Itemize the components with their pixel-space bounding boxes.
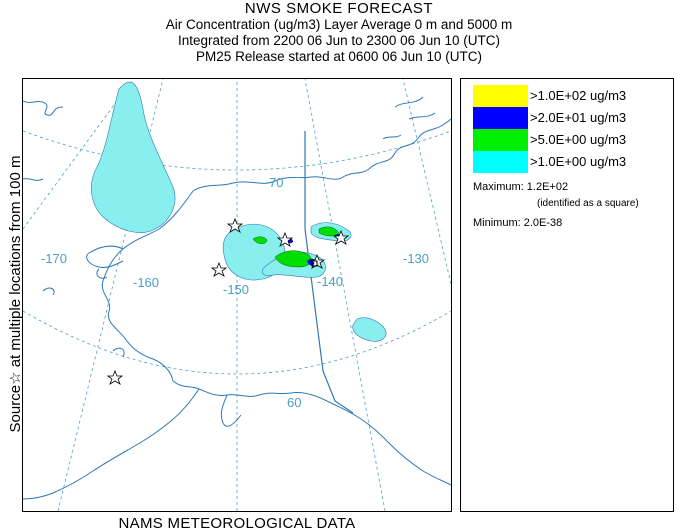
plume-green-3 — [318, 226, 340, 237]
legend-item: >5.0E+00 ug/m3 — [473, 129, 673, 151]
lon-label-170: -170 — [41, 251, 67, 266]
concentration-subtitle: Air Concentration (ug/m3) Layer Average … — [165, 17, 513, 32]
plume-green-2 — [252, 236, 268, 244]
legend-swatch — [473, 151, 528, 173]
legend-label: >5.0E+00 ug/m3 — [530, 132, 627, 147]
lat-label-70: 70 — [269, 175, 283, 190]
lon-label-150: -150 — [223, 282, 249, 297]
maximum-value: Maximum: 1.2E+02 — [473, 181, 569, 193]
source-marker-1 — [226, 217, 244, 233]
source-marker-2 — [210, 261, 228, 277]
legend-item: >1.0E+02 ug/m3 — [473, 85, 673, 107]
longitude-line-160 — [57, 79, 164, 511]
source-marker-3 — [106, 369, 124, 385]
lon-label-140: -140 — [317, 274, 343, 289]
integration-period: Integrated from 2200 06 Jun to 2300 06 J… — [178, 33, 500, 48]
source-marker-5 — [332, 229, 350, 245]
data-source-footer: NAMS METEOROLOGICAL DATA — [118, 515, 356, 532]
map-panel: 70 60 -170 -160 -150 -140 -130 — [22, 78, 452, 512]
alaska-canada-border — [304, 131, 354, 414]
legend-panel: >1.0E+02 ug/m3 >2.0E+01 ug/m3 >5.0E+00 u… — [460, 78, 674, 512]
seward-peninsula — [86, 245, 124, 268]
maximum-note: (identified as a square) — [537, 198, 639, 209]
page-title: NWS SMOKE FORECAST — [244, 0, 434, 17]
alaska-west-coast — [101, 190, 194, 382]
latitude-line-60 — [23, 310, 451, 375]
legend-item: >1.0E+00 ug/m3 — [473, 151, 673, 173]
smoke-map: 70 60 -170 -160 -150 -140 -130 — [23, 79, 451, 511]
legend-item: >2.0E+01 ug/m3 — [473, 107, 673, 129]
chart-header: NWS SMOKE FORECAST Air Concentration (ug… — [0, 0, 678, 65]
lat-label-60: 60 — [287, 395, 301, 410]
coastline — [23, 96, 451, 500]
plume-south-east — [352, 317, 387, 342]
maximum-square — [311, 260, 318, 267]
longitude-line-130 — [402, 79, 451, 285]
grid-labels: 70 60 -170 -160 -150 -140 -130 — [41, 175, 429, 410]
canada-islands — [382, 96, 436, 140]
legend-swatch — [473, 129, 528, 151]
graticule — [23, 79, 451, 511]
plume-chukotka — [91, 81, 176, 233]
alaska-north-coast — [192, 168, 370, 192]
kenai-cook-inlet — [23, 388, 242, 500]
release-start: PM25 Release started at 0600 06 Jun 10 (… — [196, 49, 482, 64]
legend-label: >1.0E+02 ug/m3 — [530, 88, 627, 103]
smoke-plumes — [91, 81, 387, 342]
lon-label-130: -130 — [403, 251, 429, 266]
source-markers — [106, 217, 350, 385]
source-marker-4 — [276, 231, 294, 247]
legend-swatch — [473, 107, 528, 129]
canada-arctic-coast — [368, 118, 451, 170]
minimum-value: Minimum: 2.0E-38 — [473, 217, 563, 229]
legend-label: >1.0E+00 ug/m3 — [530, 154, 627, 169]
south-alaska-coast — [172, 380, 451, 486]
longitude-line-140 — [304, 79, 386, 511]
russia-coast — [23, 100, 64, 181]
legend-swatch — [473, 85, 528, 107]
longitude-line-170 — [23, 79, 134, 230]
bering-islands — [42, 268, 125, 358]
legend-label: >2.0E+01 ug/m3 — [530, 110, 627, 125]
lon-label-160: -160 — [133, 275, 159, 290]
